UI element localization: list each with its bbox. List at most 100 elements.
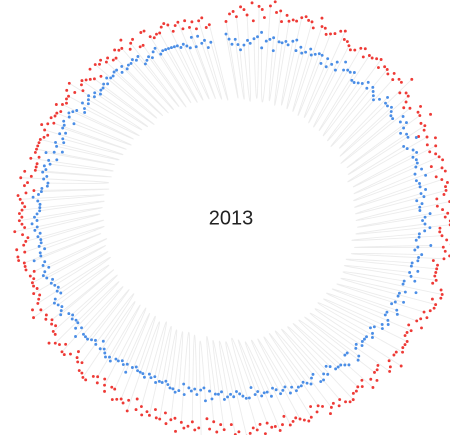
red-data-point	[174, 429, 177, 433]
red-data-point	[270, 425, 274, 429]
red-data-point	[22, 243, 26, 247]
red-data-point	[128, 47, 132, 51]
background-strand	[250, 339, 291, 426]
blue-data-point	[299, 45, 303, 49]
red-data-point	[13, 230, 17, 234]
red-data-point	[15, 248, 19, 252]
red-data-point	[391, 78, 395, 82]
blue-data-point	[260, 46, 264, 50]
blue-data-point	[409, 264, 413, 268]
red-data-point	[193, 428, 197, 432]
blue-data-point	[120, 359, 124, 363]
red-data-point	[425, 135, 429, 139]
red-data-point	[435, 267, 439, 271]
red-data-point	[39, 308, 43, 312]
background-strand	[340, 277, 436, 306]
red-data-point	[16, 194, 20, 197]
blue-data-point	[55, 144, 59, 148]
background-strand	[357, 212, 448, 228]
red-data-point	[403, 334, 407, 338]
red-data-point	[50, 318, 54, 322]
blue-data-point	[286, 43, 290, 47]
background-strand	[159, 32, 198, 103]
background-strand	[355, 201, 450, 221]
red-data-point	[388, 369, 392, 373]
blue-data-point	[67, 111, 71, 115]
red-data-point	[436, 263, 439, 267]
blue-data-point	[147, 55, 151, 59]
red-data-point	[428, 309, 432, 313]
blue-data-point	[334, 367, 338, 371]
blue-data-point	[51, 277, 55, 281]
red-data-point	[439, 296, 443, 300]
red-data-point	[53, 114, 57, 118]
red-data-point	[62, 353, 66, 357]
red-data-point	[40, 123, 44, 127]
blue-data-point	[124, 370, 128, 374]
blue-data-point	[328, 365, 332, 369]
background-strand	[120, 315, 156, 400]
red-data-point	[127, 398, 131, 402]
red-data-point	[76, 350, 80, 354]
blue-data-point	[402, 279, 406, 283]
red-data-point	[24, 239, 28, 243]
blue-data-point	[423, 222, 427, 226]
blue-data-point	[420, 167, 424, 171]
red-data-point	[385, 67, 389, 71]
blue-data-point	[326, 372, 330, 376]
red-data-point	[445, 180, 449, 184]
red-data-point	[158, 417, 162, 421]
background-strand	[130, 42, 180, 107]
red-data-point	[403, 343, 407, 347]
blue-data-point	[83, 107, 86, 110]
blue-data-point	[108, 355, 111, 359]
blue-data-point	[45, 276, 49, 280]
blue-data-point	[42, 164, 46, 168]
blue-data-point	[354, 342, 358, 346]
blue-data-point	[101, 339, 105, 343]
background-strand	[94, 78, 155, 125]
red-data-point	[46, 133, 50, 137]
blue-data-point	[206, 46, 210, 49]
red-data-point	[344, 400, 347, 404]
red-data-point	[376, 66, 380, 69]
red-data-point	[408, 106, 412, 110]
red-data-point	[20, 215, 24, 219]
blue-data-point	[54, 140, 57, 144]
blue-data-point	[224, 32, 228, 36]
blue-data-point	[74, 335, 77, 338]
red-data-point	[416, 110, 420, 114]
background-strand	[148, 326, 172, 416]
red-data-point	[419, 317, 423, 321]
red-data-point	[373, 370, 376, 374]
red-data-point	[281, 423, 284, 427]
red-data-point	[20, 201, 24, 205]
red-data-point	[245, 13, 249, 17]
red-data-point	[173, 416, 177, 420]
blue-data-point	[402, 144, 406, 148]
red-data-point	[443, 169, 447, 173]
blue-data-point	[366, 80, 370, 84]
red-data-point	[302, 418, 306, 422]
red-data-point	[401, 350, 405, 354]
red-data-point	[35, 287, 39, 290]
blue-data-point	[295, 38, 299, 42]
blue-data-point	[395, 312, 399, 316]
blue-data-point	[38, 209, 42, 213]
background-strand	[24, 233, 102, 264]
blue-data-point	[260, 394, 264, 398]
red-data-point	[287, 19, 291, 23]
blue-data-point	[428, 226, 432, 230]
blue-data-point	[157, 379, 161, 383]
blue-data-point	[413, 279, 417, 283]
red-data-point	[120, 46, 124, 50]
blue-data-point	[408, 271, 412, 274]
blue-data-point	[114, 357, 118, 361]
background-strand	[52, 274, 118, 332]
blue-data-point	[232, 395, 236, 399]
red-data-point	[428, 150, 432, 154]
blue-data-point	[38, 231, 42, 235]
blue-data-point	[277, 40, 281, 44]
red-data-point	[92, 77, 96, 81]
red-data-point	[67, 81, 71, 85]
